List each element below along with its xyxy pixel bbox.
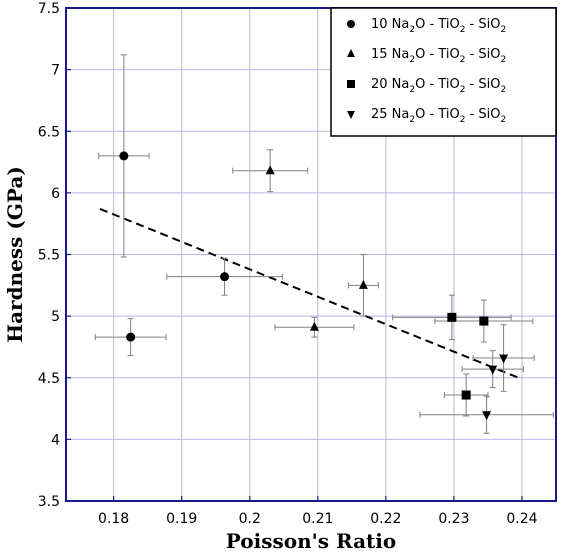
y-tick-label: 3.5 — [38, 494, 60, 510]
y-axis-ticks: 3.5 4 4.5 5 5.5 6 6.5 7 7.5 — [38, 1, 71, 510]
trendline-group — [99, 207, 519, 379]
y-tick-label: 5 — [51, 309, 60, 325]
legend-item: 25 Na2O - TiO2 - SiO2 — [347, 107, 506, 125]
y-tick-label: 5.5 — [38, 248, 60, 264]
x-tick-label: 0.21 — [302, 511, 333, 527]
data-point-triangle-up — [265, 165, 275, 175]
x-tick-label: 0.24 — [506, 511, 537, 527]
data-point-square — [347, 80, 355, 88]
data-point-triangle-up — [309, 321, 319, 331]
legend-label: 10 Na2O - TiO2 - SiO2 — [371, 17, 506, 35]
legend-item: 10 Na2O - TiO2 - SiO2 — [347, 17, 506, 35]
error-bars — [94, 54, 554, 434]
data-point-circle — [119, 151, 129, 161]
x-tick-label: 0.23 — [438, 511, 469, 527]
data-point-triangle-down — [488, 365, 498, 375]
y-axis-title: Hardness (GPa) — [3, 166, 27, 343]
trendline — [99, 207, 519, 379]
data-point-circle — [126, 332, 136, 342]
x-tick-label: 0.2 — [239, 511, 261, 527]
y-tick-label: 7 — [51, 63, 60, 79]
legend-item: 15 Na2O - TiO2 - SiO2 — [347, 47, 506, 65]
y-tick-label: 6 — [51, 186, 60, 202]
data-point-triangle-down — [482, 411, 492, 421]
legend: 10 Na2O - TiO2 - SiO2 15 Na2O - TiO2 - Si… — [330, 7, 557, 137]
legend-label: 15 Na2O - TiO2 - SiO2 — [371, 47, 506, 65]
x-tick-label: 0.18 — [98, 511, 129, 527]
y-tick-label: 7.5 — [38, 1, 60, 17]
y-tick-label: 6.5 — [38, 124, 60, 140]
legend-item: 20 Na2O - TiO2 - SiO2 — [347, 77, 506, 95]
legend-label: 20 Na2O - TiO2 - SiO2 — [371, 77, 506, 95]
legend-label: 25 Na2O - TiO2 - SiO2 — [371, 107, 506, 125]
x-axis-ticks: 0.18 0.19 0.2 0.21 0.22 0.23 0.24 — [98, 496, 538, 527]
data-points — [119, 151, 509, 421]
data-point-triangle-down — [499, 354, 509, 364]
data-point-triangle-up — [347, 49, 355, 57]
data-point-triangle-down — [347, 111, 355, 119]
legend-box — [330, 7, 557, 137]
data-point-circle — [220, 272, 230, 282]
x-tick-label: 0.22 — [370, 511, 401, 527]
data-point-triangle-up — [358, 279, 368, 289]
data-point-square — [479, 316, 489, 326]
x-axis-title: Poisson's Ratio — [226, 529, 396, 553]
y-tick-label: 4.5 — [38, 371, 60, 387]
x-tick-label: 0.19 — [166, 511, 197, 527]
y-tick-label: 4 — [51, 432, 60, 448]
data-point-circle — [347, 20, 355, 28]
data-point-square — [447, 312, 457, 322]
data-point-square — [461, 390, 471, 400]
